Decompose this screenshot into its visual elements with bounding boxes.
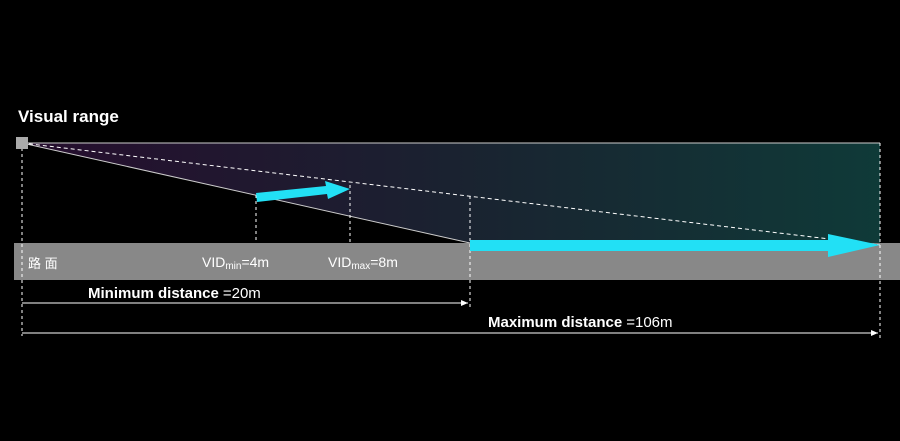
distance-value: =106m — [626, 314, 672, 331]
vid-arrow — [256, 181, 350, 202]
distance-value: =20m — [223, 285, 261, 302]
vid-label: VID — [202, 254, 225, 270]
guides — [21, 143, 881, 340]
road-arrow — [470, 234, 880, 257]
visual-field — [22, 143, 880, 243]
sensor — [16, 137, 28, 149]
vid-min: VIDmin=4m — [202, 254, 269, 272]
road-label: 路 面 — [28, 256, 58, 271]
vid-sub: max — [351, 261, 370, 272]
vid-value: =8m — [370, 254, 398, 270]
title: Visual range — [18, 107, 119, 126]
vid-label: VID — [328, 254, 351, 270]
vid-value: =4m — [241, 254, 269, 270]
vid-sub: min — [225, 261, 241, 272]
distance-label: Minimum distance — [88, 285, 219, 302]
max-distance: Maximum distance =106m — [488, 314, 673, 331]
min-distance: Minimum distance =20m — [88, 285, 261, 302]
vid-max: VIDmax=8m — [328, 254, 398, 272]
distance-label: Maximum distance — [488, 314, 622, 331]
min-sight-line — [21, 142, 471, 244]
